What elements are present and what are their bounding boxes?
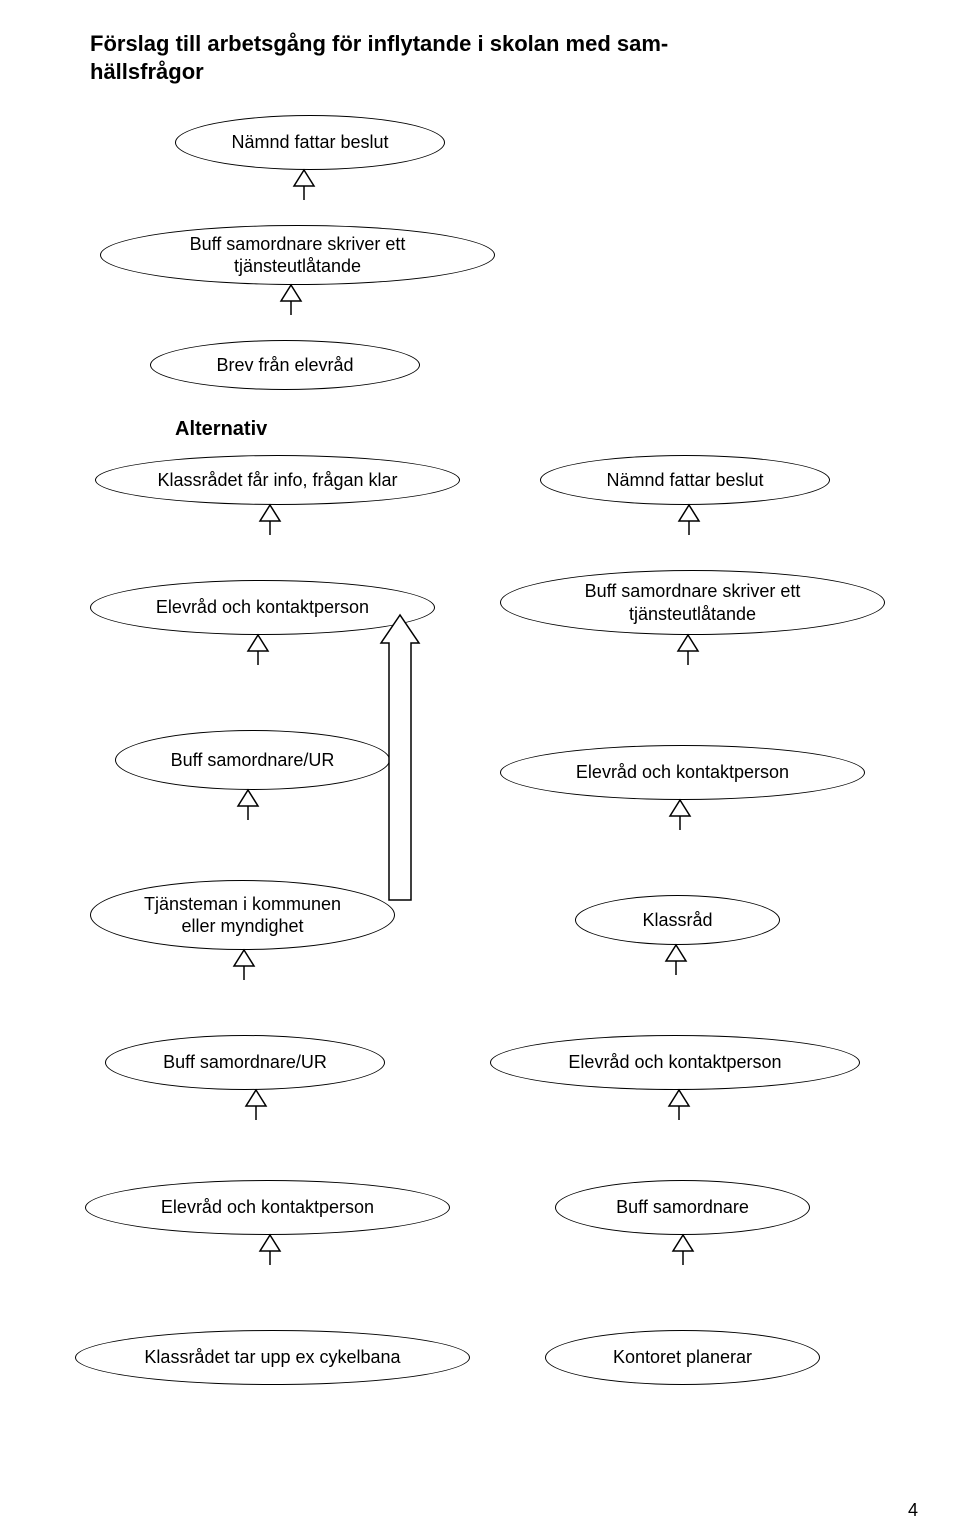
flow-node: Buff samordnare skriver ett tjänsteutlåt… xyxy=(100,225,495,285)
flow-node: Elevråd och kontaktperson xyxy=(85,1180,450,1235)
flow-arrow xyxy=(271,285,311,340)
flow-node: Buff samordnare xyxy=(555,1180,810,1235)
flow-node: Elevråd och kontaktperson xyxy=(500,745,865,800)
flow-node: Buff samordnare skriver ett tjänsteutlåt… xyxy=(500,570,885,635)
flow-arrow xyxy=(228,790,268,880)
long-arrow xyxy=(379,615,421,902)
flow-arrow xyxy=(659,1090,699,1180)
flow-arrow xyxy=(284,170,324,225)
flow-arrow xyxy=(656,945,696,1035)
flow-arrow xyxy=(236,1090,276,1180)
page-number: 4 xyxy=(908,1500,918,1521)
flow-node: Buff samordnare/UR xyxy=(115,730,390,790)
alternativ-label: Alternativ xyxy=(175,418,267,441)
flow-arrow xyxy=(660,800,700,895)
flow-arrow xyxy=(250,505,290,580)
flow-arrow xyxy=(250,1235,290,1330)
flow-node: Kontoret planerar xyxy=(545,1330,820,1385)
flow-arrow xyxy=(668,635,708,745)
flow-arrow xyxy=(238,635,278,730)
flow-node: Klassråd xyxy=(575,895,780,945)
flow-node: Buff samordnare/UR xyxy=(105,1035,385,1090)
flow-node: Nämnd fattar beslut xyxy=(540,455,830,505)
page-title: Förslag till arbetsgång för inflytande i… xyxy=(90,30,790,85)
flow-arrow xyxy=(663,1235,703,1330)
flow-node: Tjänsteman i kommunen eller myndighet xyxy=(90,880,395,950)
flow-node: Elevråd och kontaktperson xyxy=(490,1035,860,1090)
flow-node: Klassrådet får info, frågan klar xyxy=(95,455,460,505)
flow-arrow xyxy=(669,505,709,570)
flow-arrow xyxy=(224,950,264,1035)
flow-node: Nämnd fattar beslut xyxy=(175,115,445,170)
flow-node: Brev från elevråd xyxy=(150,340,420,390)
flow-node: Klassrådet tar upp ex cykelbana xyxy=(75,1330,470,1385)
